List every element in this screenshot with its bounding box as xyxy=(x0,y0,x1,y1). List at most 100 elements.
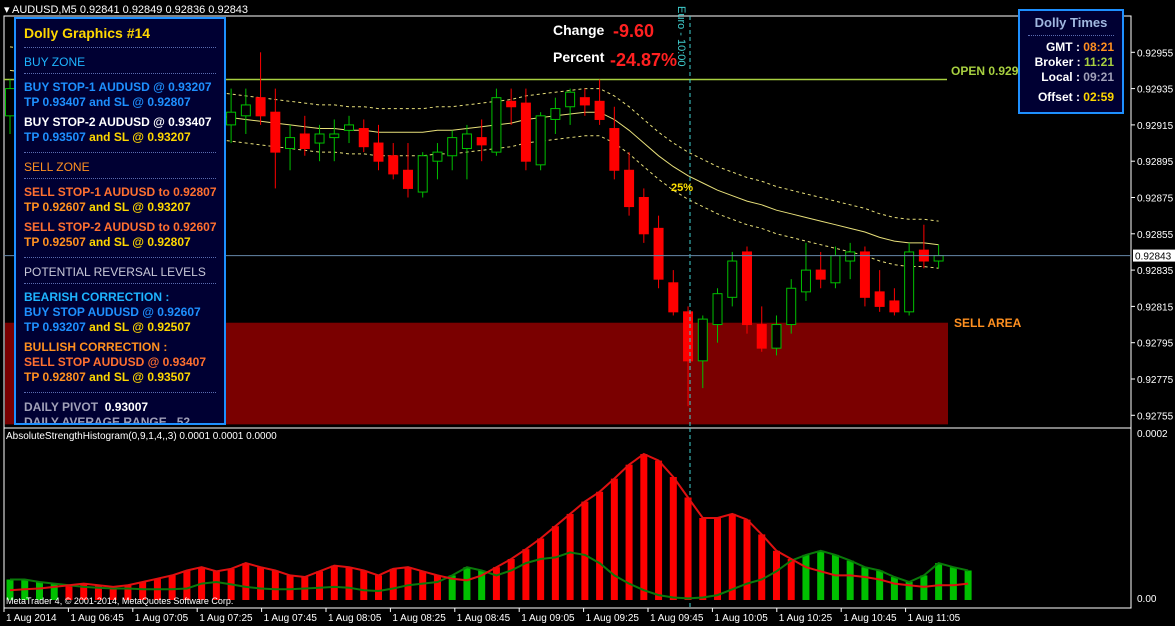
copyright: MetaTrader 4, © 2001-2014, MetaQuotes So… xyxy=(6,596,233,606)
bulls-line xyxy=(10,549,969,600)
candle-body xyxy=(432,151,443,162)
divider xyxy=(24,73,216,74)
histogram-bar xyxy=(35,581,43,600)
symbol-bar: ▾ AUDUSD,M5 0.92841 0.92849 0.92836 0.92… xyxy=(4,4,249,16)
candle-body xyxy=(373,142,384,162)
x-tick-label: 1 Aug 10:45 xyxy=(843,613,897,624)
y-tick-label: 0.92915 xyxy=(1137,121,1174,132)
adr-value: 52 xyxy=(176,415,191,425)
x-tick-label: 1 Aug 09:45 xyxy=(650,613,704,624)
candle-body xyxy=(447,137,458,157)
candle-body xyxy=(476,137,487,146)
candle-body xyxy=(240,104,251,117)
broker-row: Broker : 11:21 xyxy=(1035,55,1114,69)
current-price-box xyxy=(1133,249,1175,262)
local-row: Local : 09:21 xyxy=(1041,70,1114,84)
sl-value: and SL @ 0.93207 xyxy=(89,200,191,214)
histogram-bar xyxy=(876,570,884,600)
percent-label: Percent xyxy=(553,49,605,65)
candle-body xyxy=(609,128,620,171)
offset-row: Offset : 02:59 xyxy=(1038,90,1114,104)
candle xyxy=(742,246,752,334)
y-tick-label: 0.92855 xyxy=(1137,230,1174,241)
pct-marker: 25% xyxy=(671,182,693,194)
candle-body xyxy=(506,100,517,108)
histogram-bar xyxy=(448,575,456,600)
x-tick-label: 1 Aug 11:05 xyxy=(908,613,961,624)
candle xyxy=(638,188,649,243)
candle xyxy=(624,152,635,216)
candle xyxy=(904,242,915,316)
x-tick-label: 1 Aug 08:25 xyxy=(392,613,446,624)
histogram-bar xyxy=(404,567,412,600)
panel-title: Dolly Graphics #14 xyxy=(24,25,151,41)
indicator-top-label: 0.0002 xyxy=(1137,429,1168,440)
candle xyxy=(874,270,885,312)
candle xyxy=(314,124,325,162)
histogram-bar xyxy=(728,513,736,600)
histogram-bar xyxy=(537,538,545,600)
candle xyxy=(859,246,870,307)
candle xyxy=(270,88,281,189)
candle-body xyxy=(668,282,679,313)
candle-body xyxy=(491,97,502,153)
histogram-bar xyxy=(124,585,132,600)
histogram-bar xyxy=(743,519,751,600)
bearish-label: BEARISH CORRECTION : xyxy=(24,290,170,304)
buy-stop-2-targets: TP 0.93507 and SL @ 0.93207 xyxy=(24,130,191,144)
x-tick-label: 1 Aug 09:05 xyxy=(521,613,575,624)
histogram-bar xyxy=(139,581,147,600)
histogram-bar xyxy=(419,571,427,600)
candle xyxy=(447,130,458,171)
histogram-bar xyxy=(80,583,88,600)
indicator-frame xyxy=(3,427,1132,609)
histogram-bar xyxy=(478,570,486,600)
candle xyxy=(373,124,384,171)
x-tick-label: 1 Aug 07:45 xyxy=(264,613,318,624)
divider xyxy=(24,283,216,284)
histogram-bar xyxy=(566,513,574,600)
y-tick-label: 0.92955 xyxy=(1137,48,1174,59)
histogram-bar xyxy=(935,563,943,600)
candle xyxy=(491,88,502,156)
histogram-bar xyxy=(846,560,854,600)
histogram-bar xyxy=(389,568,397,600)
candle xyxy=(800,242,811,301)
sell-stop-1-targets: TP 0.92607 and SL @ 0.93207 xyxy=(24,200,191,214)
histogram-bar xyxy=(375,575,382,600)
divider xyxy=(24,178,216,179)
y-tick-label: 0.92815 xyxy=(1137,302,1174,313)
buy-stop-1-targets: TP 0.93407 and SL @ 0.92807 xyxy=(24,95,191,109)
change-value: -9.60 xyxy=(613,21,655,41)
candle xyxy=(520,88,531,171)
candle-body xyxy=(889,300,900,313)
sell-zone-label: SELL ZONE xyxy=(24,160,90,174)
candle-body xyxy=(712,293,723,326)
gmt-label: GMT : xyxy=(1045,40,1080,54)
candle xyxy=(579,88,590,116)
histogram-bar xyxy=(610,478,618,600)
histogram-bar xyxy=(522,549,530,600)
candle xyxy=(535,112,546,171)
y-tick-label: 0.92835 xyxy=(1137,266,1174,277)
y-tick-label: 0.92775 xyxy=(1137,375,1174,386)
histogram-bar xyxy=(463,567,471,600)
sl-value: and SL @ 0.92507 xyxy=(89,320,191,334)
histogram-bar xyxy=(640,454,648,600)
current-price-label: 0.92843 xyxy=(1135,252,1172,263)
x-tick-label: 1 Aug 09:25 xyxy=(586,613,640,624)
offset-label: Offset : xyxy=(1037,90,1080,104)
x-tick-label: 1 Aug 07:25 xyxy=(199,613,253,624)
candle xyxy=(329,119,340,162)
candle xyxy=(432,143,443,180)
histogram-bar xyxy=(109,586,117,600)
buy-stop-1: BUY STOP-1 AUDUSD @ 0.93207 xyxy=(24,80,212,94)
candle-body xyxy=(859,251,870,298)
candle xyxy=(344,115,355,144)
candle xyxy=(609,106,620,180)
histogram-bar xyxy=(655,460,663,600)
histogram-bar xyxy=(890,577,898,600)
candle-body xyxy=(742,251,752,326)
bearish-targets: TP 0.93207 and SL @ 0.92507 xyxy=(24,320,191,334)
open-label: OPEN 0.929 xyxy=(951,64,1019,78)
